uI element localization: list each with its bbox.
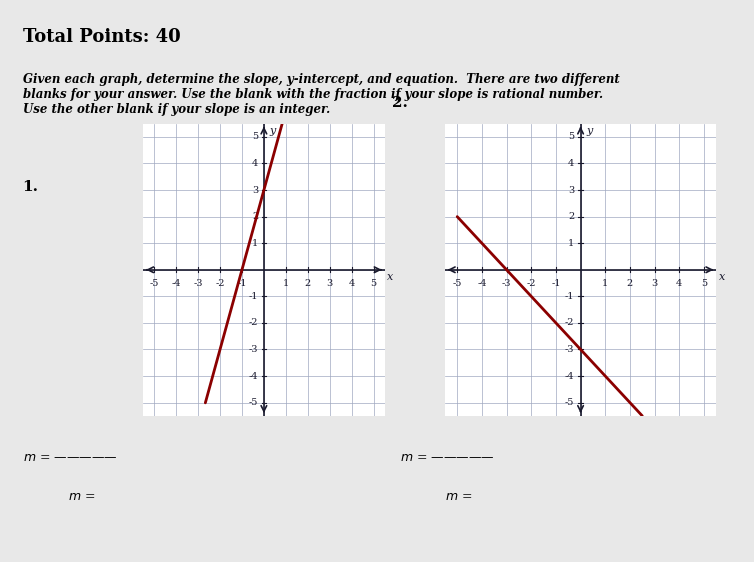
Text: 1.: 1. (23, 180, 38, 194)
Text: 4: 4 (569, 159, 575, 168)
Text: Total Points: 40: Total Points: 40 (23, 28, 180, 46)
Text: -1: -1 (551, 279, 561, 288)
Text: -3: -3 (249, 345, 259, 354)
Text: -5: -5 (452, 279, 462, 288)
Text: -4: -4 (477, 279, 486, 288)
Text: 1: 1 (602, 279, 608, 288)
Text: -5: -5 (565, 398, 575, 407)
Text: x: x (387, 273, 393, 283)
Text: -5: -5 (249, 398, 259, 407)
Text: 3: 3 (326, 279, 333, 288)
Text: 2: 2 (569, 212, 575, 221)
Text: 1: 1 (283, 279, 289, 288)
Text: 5: 5 (569, 133, 575, 142)
Text: -1: -1 (249, 292, 259, 301)
Text: -5: -5 (149, 279, 159, 288)
Text: 3: 3 (651, 279, 657, 288)
Text: -3: -3 (193, 279, 203, 288)
Text: -4: -4 (565, 371, 575, 380)
Text: 2: 2 (627, 279, 633, 288)
Text: $m$ =: $m$ = (68, 490, 95, 503)
Text: -3: -3 (565, 345, 575, 354)
Text: 4: 4 (252, 159, 259, 168)
Text: -4: -4 (249, 371, 259, 380)
Text: -2: -2 (565, 319, 575, 328)
Text: 3: 3 (252, 185, 259, 194)
Text: -2: -2 (526, 279, 536, 288)
Text: 1: 1 (252, 239, 259, 248)
Text: y: y (587, 126, 593, 137)
Text: Given each graph, determine the slope, y-intercept, and equation.  There are two: Given each graph, determine the slope, y… (23, 73, 619, 116)
Text: 2: 2 (305, 279, 311, 288)
Text: -4: -4 (171, 279, 181, 288)
Text: -1: -1 (565, 292, 575, 301)
Text: -2: -2 (216, 279, 225, 288)
Text: 3: 3 (569, 185, 575, 194)
Text: 2: 2 (252, 212, 259, 221)
Text: y: y (269, 126, 276, 137)
Text: $m$ =: $m$ = (445, 490, 472, 503)
Text: -1: -1 (238, 279, 247, 288)
Text: 2.: 2. (392, 96, 408, 110)
Text: $m$ = —————: $m$ = ————— (23, 451, 117, 464)
Text: 4: 4 (348, 279, 355, 288)
Text: $m$ = —————: $m$ = ————— (400, 451, 494, 464)
Text: -2: -2 (249, 319, 259, 328)
Text: 4: 4 (676, 279, 682, 288)
Text: 5: 5 (253, 133, 259, 142)
Text: x: x (719, 273, 725, 283)
Text: 5: 5 (370, 279, 377, 288)
Text: 5: 5 (701, 279, 707, 288)
Text: 1: 1 (569, 239, 575, 248)
Text: -3: -3 (502, 279, 511, 288)
